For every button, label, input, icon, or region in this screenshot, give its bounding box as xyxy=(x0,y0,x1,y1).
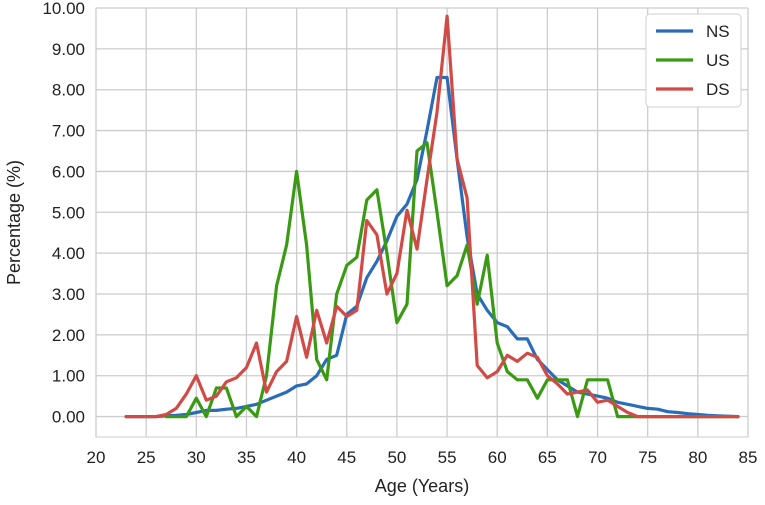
x-tick-label: 85 xyxy=(739,448,758,467)
y-tick-label: 6.00 xyxy=(52,162,85,181)
x-tick-label: 20 xyxy=(87,448,106,467)
y-tick-label: 4.00 xyxy=(52,244,85,263)
legend-box xyxy=(645,13,742,108)
y-tick-label: 10.00 xyxy=(42,0,85,18)
y-tick-label: 3.00 xyxy=(52,285,85,304)
legend-label-ns: NS xyxy=(706,22,730,41)
legend: NS US DS xyxy=(645,13,742,108)
x-tick-label: 75 xyxy=(638,448,657,467)
tick-labels: 20 25 30 35 40 45 50 55 60 65 70 75 80 85 0.00 1.00 2.00… xyxy=(42,0,757,467)
x-tick-label: 60 xyxy=(488,448,507,467)
x-tick-label: 40 xyxy=(287,448,306,467)
legend-label-ds: DS xyxy=(706,80,730,99)
x-tick-label: 50 xyxy=(387,448,406,467)
y-tick-label: 8.00 xyxy=(52,81,85,100)
x-tick-label: 30 xyxy=(187,448,206,467)
x-tick-label: 35 xyxy=(237,448,256,467)
y-tick-label: 2.00 xyxy=(52,326,85,345)
series-line-ds xyxy=(124,14,740,419)
series-line-ns xyxy=(124,75,740,419)
x-axis-title: Age (Years) xyxy=(375,476,469,496)
y-tick-label: 5.00 xyxy=(52,203,85,222)
y-tick-label: 1.00 xyxy=(52,367,85,386)
x-tick-label: 70 xyxy=(588,448,607,467)
x-tick-label: 55 xyxy=(438,448,457,467)
x-tick-label: 80 xyxy=(688,448,707,467)
grid xyxy=(95,7,749,437)
y-tick-label: 9.00 xyxy=(52,40,85,59)
y-tick-label: 0.00 xyxy=(52,408,85,427)
series-group xyxy=(124,14,740,419)
x-tick-label: 25 xyxy=(137,448,156,467)
y-axis-title: Percentage (%) xyxy=(4,160,24,285)
legend-label-us: US xyxy=(706,51,730,70)
y-tick-label: 7.00 xyxy=(52,122,85,141)
x-tick-label: 65 xyxy=(538,448,557,467)
x-tick-label: 45 xyxy=(337,448,356,467)
